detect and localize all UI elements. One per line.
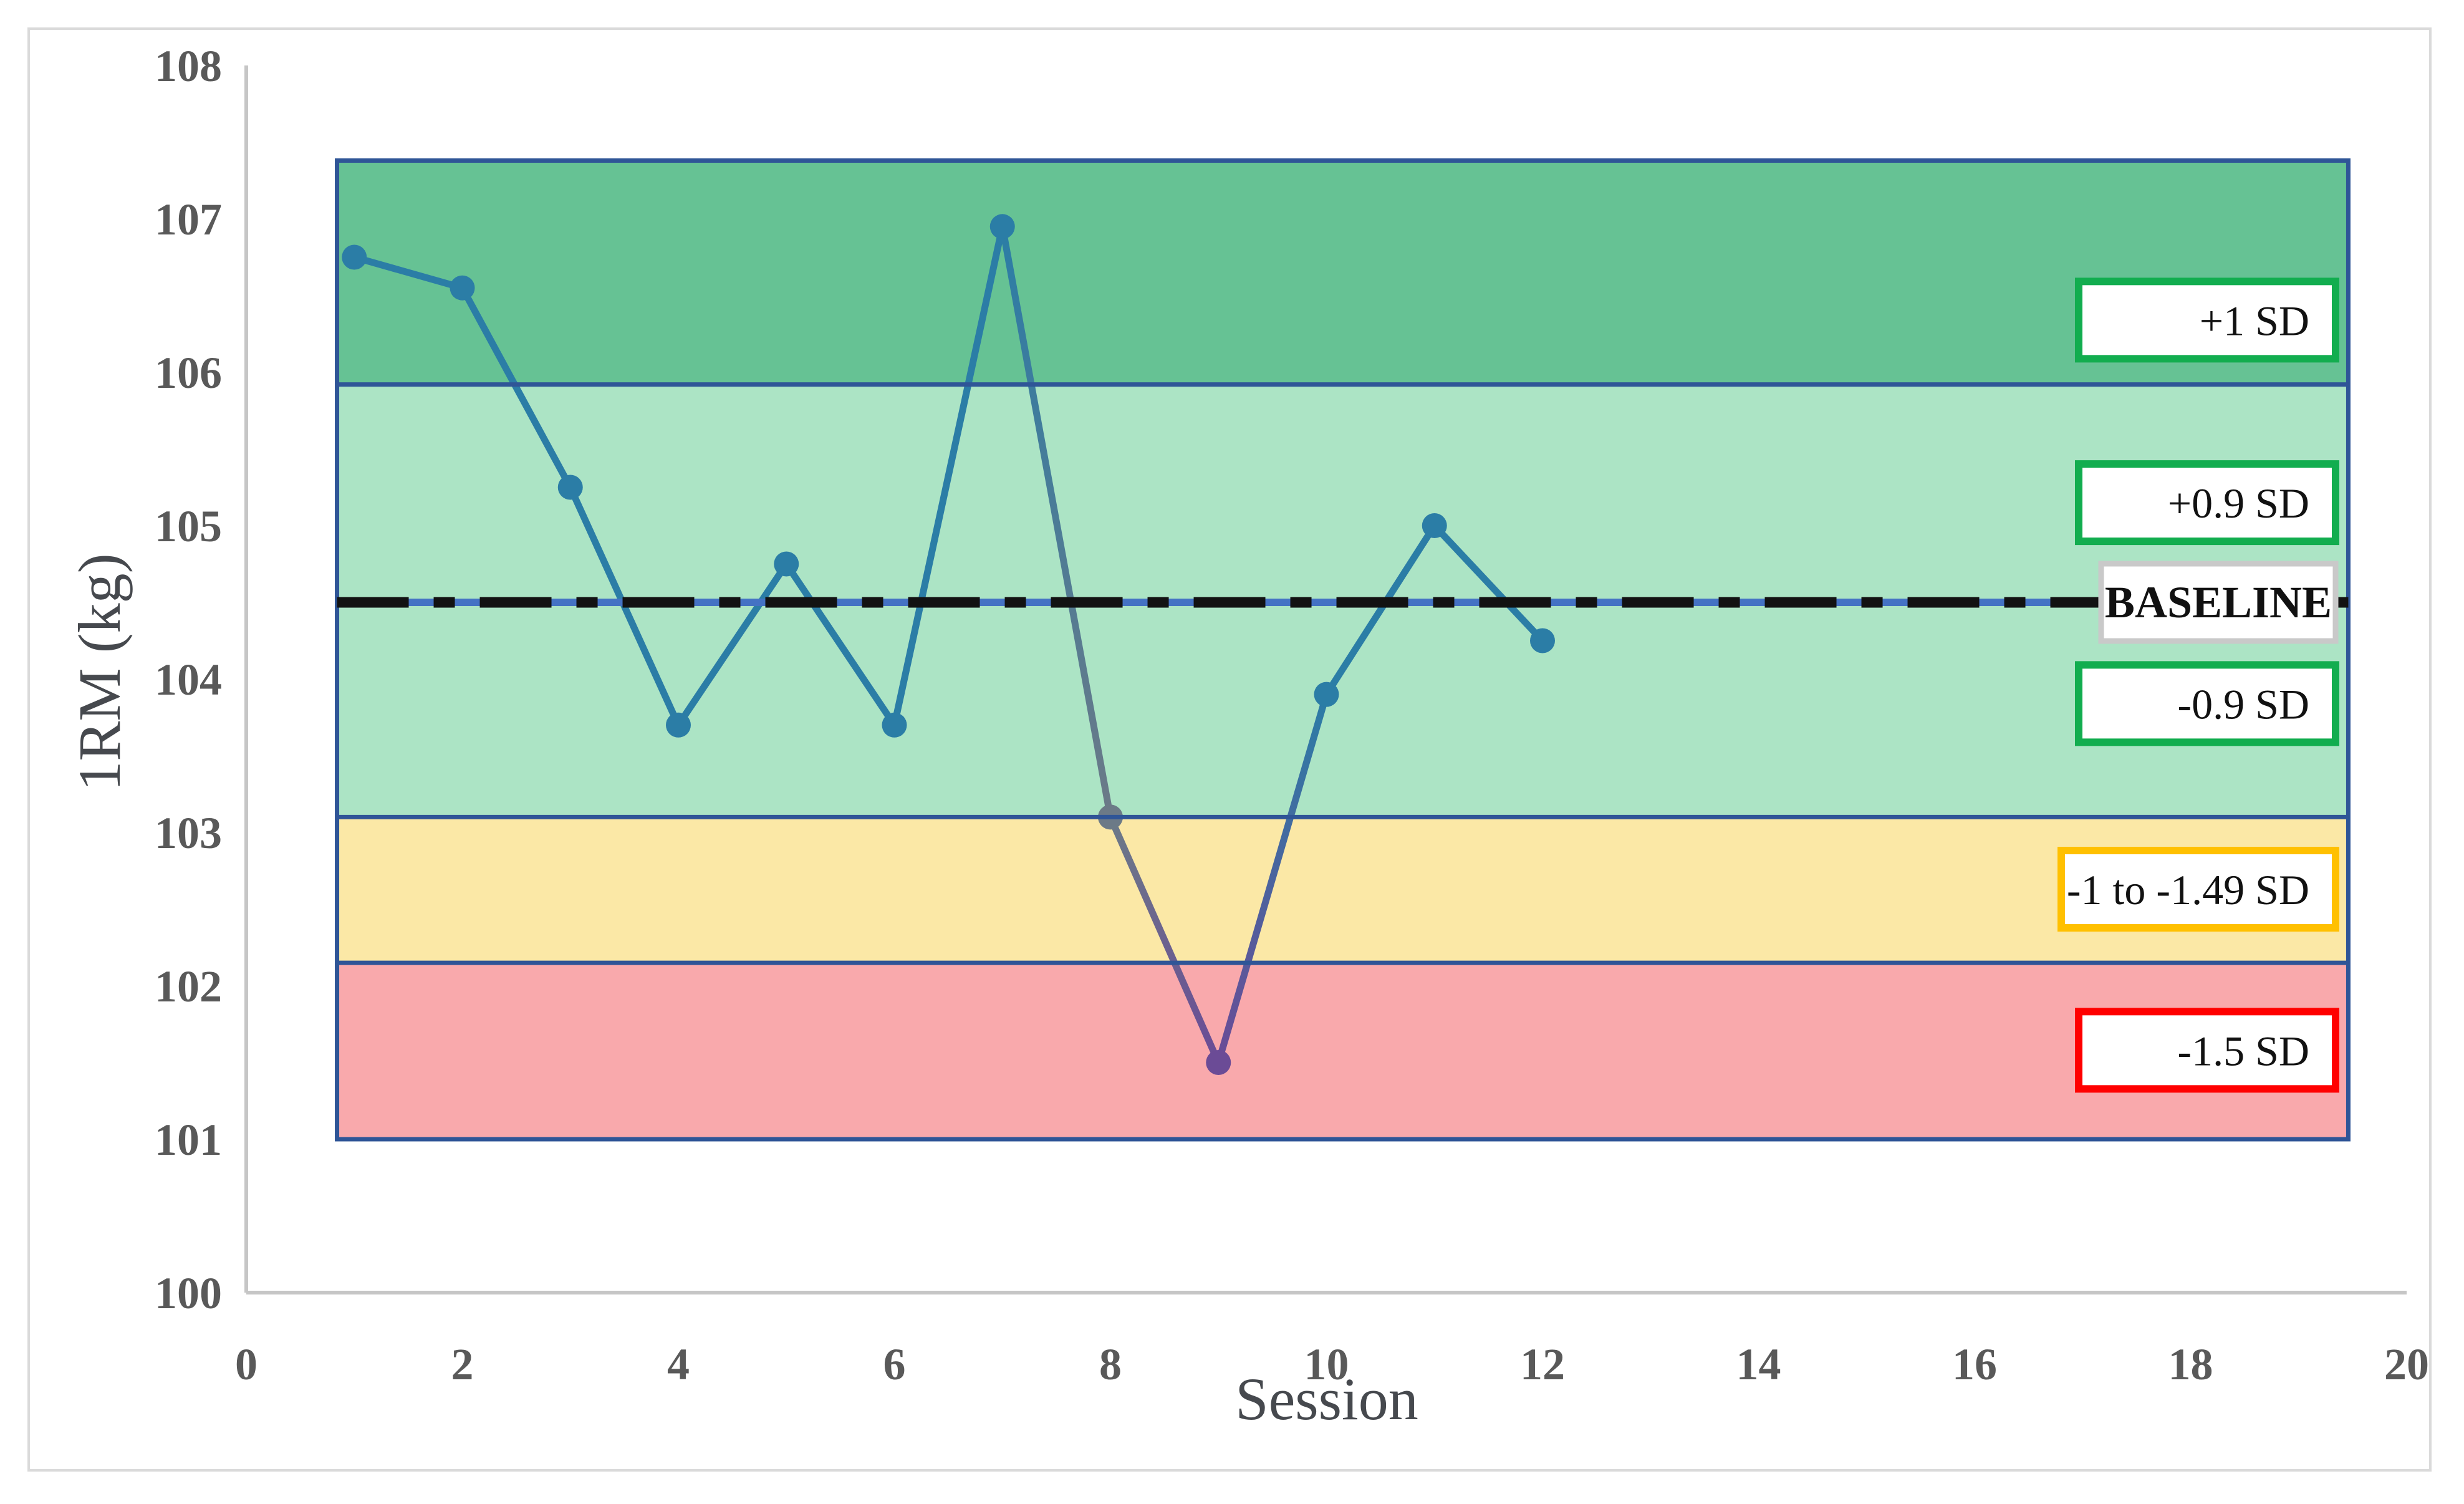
annotation-label: -0.9 SD [2177, 680, 2309, 728]
data-point-session-5 [774, 551, 799, 577]
x-tick-label: 10 [1304, 1339, 1349, 1389]
annotation-label: BASELINE [2105, 577, 2332, 627]
x-tick-label: 14 [1736, 1339, 1781, 1389]
data-point-session-3 [557, 475, 583, 500]
data-point-session-12 [1530, 628, 1555, 653]
annotation-label: -1 to -1.49 SD [2067, 866, 2309, 913]
zone-borders [335, 158, 2351, 1142]
annotation-boxes: +1 SD +0.9 SD BASELINE -0.9 SD -1 to -1.49 S… [2057, 277, 2339, 1093]
plus-1sd-zone [337, 160, 2349, 385]
minus-1-to-1-49sd-zone [337, 817, 2349, 963]
annotation-box [2075, 1008, 2339, 1093]
y-tick-label: 102 [155, 962, 222, 1011]
series-segment [782, 561, 898, 729]
y-tick-label: 100 [155, 1268, 222, 1318]
y-tick-label: 107 [155, 195, 222, 244]
series-segment [459, 284, 574, 491]
y-tick-label: 101 [155, 1115, 222, 1165]
y-tick-labels: 100 101 102 103 104 105 106 107 108 [155, 41, 222, 1318]
x-tick-label: 6 [883, 1339, 906, 1389]
series-segment [1431, 522, 1546, 644]
y-tick-label: 106 [155, 348, 222, 398]
x-tick-label: 8 [1099, 1339, 1122, 1389]
axes [244, 65, 2407, 1294]
data-point-session-10 [1314, 682, 1339, 707]
annotation-box [2098, 561, 2339, 644]
x-axis-title: Session [1235, 1366, 1418, 1432]
figure-border [27, 27, 2432, 1472]
annotation-box [2075, 661, 2339, 746]
x-tick-label: 16 [1952, 1339, 1997, 1389]
y-tick-label: 104 [155, 655, 222, 705]
series-segment [1107, 813, 1222, 1066]
zone-outline [335, 158, 2351, 1142]
y-tick-label: 105 [155, 501, 222, 551]
series-segment [350, 254, 466, 292]
x-tick-label: 20 [2384, 1339, 2429, 1389]
series-segment [1323, 522, 1438, 698]
y-tick-label: 108 [155, 41, 222, 91]
annotation-box [2075, 460, 2339, 546]
x-tick-labels: 0 2 4 6 8 10 12 14 16 18 20 [235, 1339, 2429, 1389]
annotation-label: +1 SD [2200, 297, 2309, 344]
minus-1-5sd-zone [337, 963, 2349, 1139]
x-tick-label: 12 [1520, 1339, 1565, 1389]
series-segment [1215, 691, 1330, 1066]
data-point-session-1 [342, 244, 367, 270]
x-tick-label: 18 [2168, 1339, 2213, 1389]
series-segment [891, 223, 1006, 729]
x-tick-label: 4 [667, 1339, 690, 1389]
series-segment [675, 561, 790, 729]
data-point-session-9 [1206, 1050, 1231, 1075]
data-point-session-11 [1422, 513, 1447, 538]
data-point-session-2 [450, 275, 475, 301]
x-tick-label: 0 [235, 1339, 257, 1389]
x-tick-label: 2 [451, 1339, 474, 1389]
y-tick-label: 103 [155, 808, 222, 858]
data-point-session-4 [666, 712, 691, 738]
annotation-box [2057, 847, 2339, 932]
series-segment [999, 223, 1114, 821]
data-point-session-6 [882, 712, 907, 738]
data-point-session-7 [989, 214, 1015, 239]
sd-zones [337, 160, 2349, 1139]
annotation-label: -1.5 SD [2177, 1027, 2309, 1074]
annotation-label: +0.9 SD [2168, 480, 2309, 527]
data-series [342, 214, 1555, 1075]
annotation-box [2075, 277, 2339, 363]
y-axis-title: 1RM (kg) [66, 553, 133, 791]
